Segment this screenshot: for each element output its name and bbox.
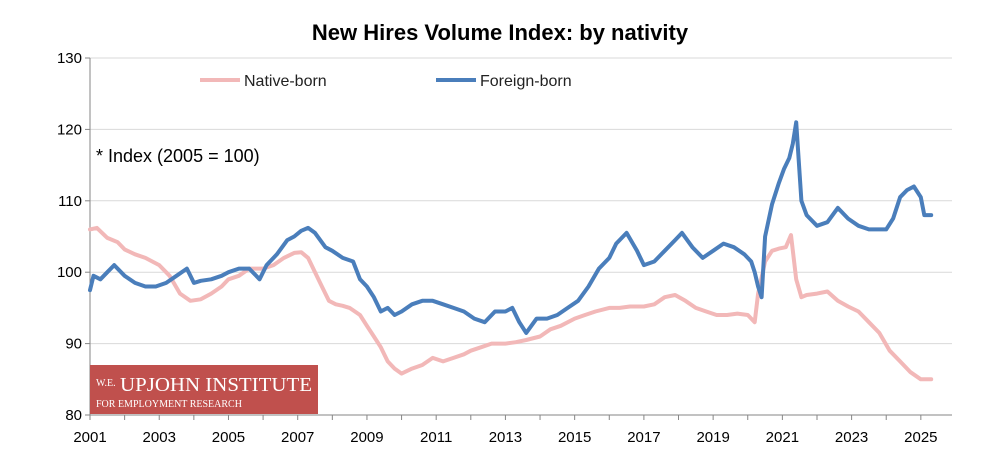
logo-small-text: W.E. bbox=[96, 378, 116, 389]
x-tick-label: 2025 bbox=[904, 429, 937, 446]
logo-tagline: FOR EMPLOYMENT RESEARCH bbox=[96, 399, 242, 410]
x-tick-label: 2019 bbox=[696, 429, 729, 446]
upjohn-logo: W.E. UPJOHN INSTITUTE FOR EMPLOYMENT RES… bbox=[90, 365, 318, 414]
x-tick-label: 2005 bbox=[212, 429, 245, 446]
x-tick-label: 2023 bbox=[835, 429, 868, 446]
y-tick-label: 120 bbox=[57, 121, 82, 138]
x-axis-ticks: 2001 2003 2005 2007 2009 2011 2013 2015 2017 2019… bbox=[73, 415, 938, 446]
logo-background bbox=[90, 365, 318, 414]
series-lines bbox=[88, 120, 934, 382]
legend-label-native-born: Native-born bbox=[244, 73, 327, 90]
y-tick-label: 130 bbox=[57, 50, 82, 67]
legend-label-foreign-born: Foreign-born bbox=[480, 73, 572, 90]
x-tick-label: 2017 bbox=[627, 429, 660, 446]
x-tick-label: 2009 bbox=[350, 429, 383, 446]
x-tick-label: 2015 bbox=[558, 429, 591, 446]
x-tick-label: 2007 bbox=[281, 429, 314, 446]
y-tick-label: 110 bbox=[58, 193, 82, 210]
x-tick-label: 2011 bbox=[420, 429, 452, 446]
x-tick-label: 2001 bbox=[73, 429, 106, 446]
x-tick-label: 2003 bbox=[143, 429, 176, 446]
y-tick-label: 100 bbox=[57, 264, 82, 281]
y-tick-label: 90 bbox=[65, 336, 82, 353]
chart-title: New Hires Volume Index: by nativity bbox=[312, 20, 689, 45]
index-annotation: * Index (2005 = 100) bbox=[96, 146, 260, 166]
x-tick-label: 2021 bbox=[766, 429, 799, 446]
legend: Native-born Foreign-born bbox=[200, 73, 572, 90]
series-line-foreign-born bbox=[88, 120, 934, 335]
y-tick-label: 80 bbox=[65, 407, 82, 424]
x-tick-label: 2013 bbox=[489, 429, 522, 446]
series-line-native-born bbox=[88, 225, 934, 382]
axes bbox=[89, 58, 952, 416]
logo-name: UPJOHN INSTITUTE bbox=[120, 374, 312, 396]
y-axis-ticks: 80 90 100 110 120 130 bbox=[57, 50, 90, 424]
grid-lines bbox=[90, 57, 952, 345]
